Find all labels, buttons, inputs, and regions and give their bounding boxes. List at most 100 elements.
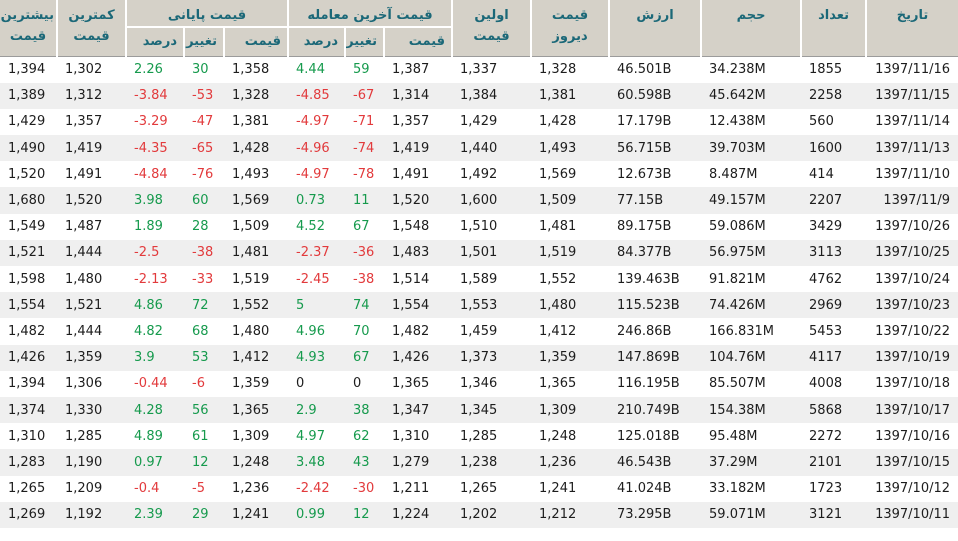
table-row: 1397/11/13 1600 39.703M 56.715B 1,493 1,440 1,… — [0, 135, 958, 162]
cell-value: 84.377B — [617, 245, 672, 261]
cell-highest: 1,283 — [8, 454, 46, 470]
cell-last-percent: -4.85 — [296, 88, 330, 104]
cell-last-price: 1,482 — [392, 323, 430, 339]
cell-volume: 8.487M — [709, 166, 758, 182]
cell-date: 1397/10/18 — [875, 376, 951, 392]
cell-volume: 12.438M — [709, 114, 766, 130]
cell-value: 73.295B — [617, 507, 672, 523]
cell-value: 125.018B — [617, 428, 680, 444]
cell-value: 41.024B — [617, 481, 672, 497]
cell-yesterday: 1,428 — [539, 114, 577, 130]
cell-count: 2258 — [809, 88, 843, 104]
cell-close-change: 68 — [192, 323, 209, 339]
cell-close-change: -76 — [192, 166, 214, 182]
cell-date: 1397/11/14 — [875, 114, 951, 130]
cell-close-change: 29 — [192, 507, 209, 523]
cell-yesterday: 1,481 — [539, 219, 577, 235]
table-row: 1397/10/16 2272 95.48M 125.018B 1,248 1,285 1,… — [0, 423, 958, 449]
cell-close-price: 1,481 — [232, 245, 270, 261]
cell-lowest: 1,285 — [65, 428, 103, 444]
table-row: 1397/10/12 1723 33.182M 41.024B 1,241 1,265 1,… — [0, 476, 958, 502]
cell-first: 1,501 — [460, 245, 498, 261]
cell-volume: 56.975M — [709, 245, 766, 261]
header-value: ارزش — [608, 0, 702, 56]
header-row-groups: تاریخ تعداد حجم ارزش قیمت دیروز اولین قی… — [0, 0, 958, 56]
cell-close-percent: 4.89 — [134, 428, 163, 444]
cell-lowest: 1,520 — [65, 193, 103, 209]
cell-date: 1397/10/25 — [875, 245, 951, 261]
cell-lowest: 1,192 — [65, 507, 103, 523]
cell-date: 1397/11/15 — [875, 88, 951, 104]
cell-last-price: 1,554 — [392, 297, 430, 313]
cell-close-price: 1,428 — [232, 140, 270, 156]
cell-last-price: 1,491 — [392, 166, 430, 182]
cell-close-percent: 4.82 — [134, 323, 163, 339]
cell-value: 246.86B — [617, 323, 672, 339]
cell-yesterday: 1,212 — [539, 507, 577, 523]
table-row: 1397/10/18 4008 85.507M 116.195B 1,365 1,346 1… — [0, 371, 958, 397]
cell-close-change: 53 — [192, 350, 209, 366]
cell-last-price: 1,357 — [392, 114, 430, 130]
cell-volume: 45.642M — [709, 88, 766, 104]
header-count: تعداد — [800, 0, 867, 56]
cell-close-price: 1,309 — [232, 428, 270, 444]
cell-last-price: 1,365 — [392, 376, 430, 392]
header-last-change: تغییر — [344, 26, 385, 56]
cell-last-change: -71 — [353, 114, 375, 130]
cell-first: 1,202 — [460, 507, 498, 523]
table-header: تاریخ تعداد حجم ارزش قیمت دیروز اولین قی… — [0, 0, 958, 56]
cell-yesterday: 1,359 — [539, 350, 577, 366]
cell-last-percent: 4.96 — [296, 323, 325, 339]
cell-yesterday: 1,480 — [539, 297, 577, 313]
cell-yesterday: 1,552 — [539, 271, 577, 287]
cell-lowest: 1,444 — [65, 323, 103, 339]
cell-last-percent: 0 — [296, 376, 305, 392]
cell-count: 414 — [809, 166, 834, 182]
cell-count: 4762 — [809, 271, 843, 287]
header-lowest-price: کمترین قیمت — [56, 0, 126, 56]
table-row: 1397/11/9 2207 49.157M 77.15B 1,509 1,600 1,52… — [0, 187, 958, 214]
cell-last-percent: 0.73 — [296, 193, 325, 209]
cell-last-change: 62 — [353, 428, 370, 444]
cell-close-percent: 1.89 — [134, 219, 163, 235]
cell-last-percent: 4.44 — [288, 55, 346, 83]
cell-value: 17.179B — [617, 114, 672, 130]
cell-last-percent: 4.97 — [296, 428, 325, 444]
cell-first: 1,384 — [460, 88, 498, 104]
cell-count: 4008 — [809, 376, 843, 392]
cell-last-change: 74 — [353, 297, 370, 313]
table-row: 1397/10/19 4117 104.76M 147.869B 1,359 1,373 1… — [0, 344, 958, 371]
cell-close-price: 1,358 — [224, 55, 289, 83]
cell-last-percent: -4.97 — [296, 114, 330, 130]
cell-first: 1,373 — [460, 350, 498, 366]
cell-volume: 74.426M — [709, 297, 766, 313]
cell-close-percent: 3.98 — [134, 193, 163, 209]
cell-close-percent: 2.26 — [126, 55, 185, 83]
cell-first: 1,553 — [460, 297, 498, 313]
cell-value: 210.749B — [617, 402, 680, 418]
cell-highest: 1,374 — [8, 402, 46, 418]
cell-close-price: 1,241 — [232, 507, 270, 523]
cell-last-price: 1,483 — [392, 245, 430, 261]
cell-last-price: 1,211 — [392, 481, 430, 497]
cell-first: 1,459 — [460, 323, 498, 339]
cell-last-change: 67 — [353, 350, 370, 366]
cell-last-price: 1,279 — [392, 454, 430, 470]
cell-count: 2207 — [809, 193, 843, 209]
cell-close-price: 1,381 — [232, 114, 270, 130]
cell-date: 1397/10/15 — [875, 454, 951, 470]
cell-date: 1397/11/16 — [866, 55, 958, 83]
cell-last-price: 1,387 — [384, 55, 453, 83]
cell-last-price: 1,347 — [392, 402, 430, 418]
cell-close-change: 30 — [184, 55, 225, 83]
cell-volume: 59.071M — [709, 507, 766, 523]
cell-last-percent: -4.97 — [296, 166, 330, 182]
cell-close-change: -6 — [192, 376, 205, 392]
cell-volume: 91.821M — [709, 271, 766, 287]
cell-last-change: -67 — [353, 88, 375, 104]
header-highest-price: بیشترین قیمت — [0, 0, 57, 56]
cell-highest: 1,521 — [8, 245, 46, 261]
cell-close-change: -47 — [192, 114, 214, 130]
cell-lowest: 1,302 — [57, 55, 126, 83]
